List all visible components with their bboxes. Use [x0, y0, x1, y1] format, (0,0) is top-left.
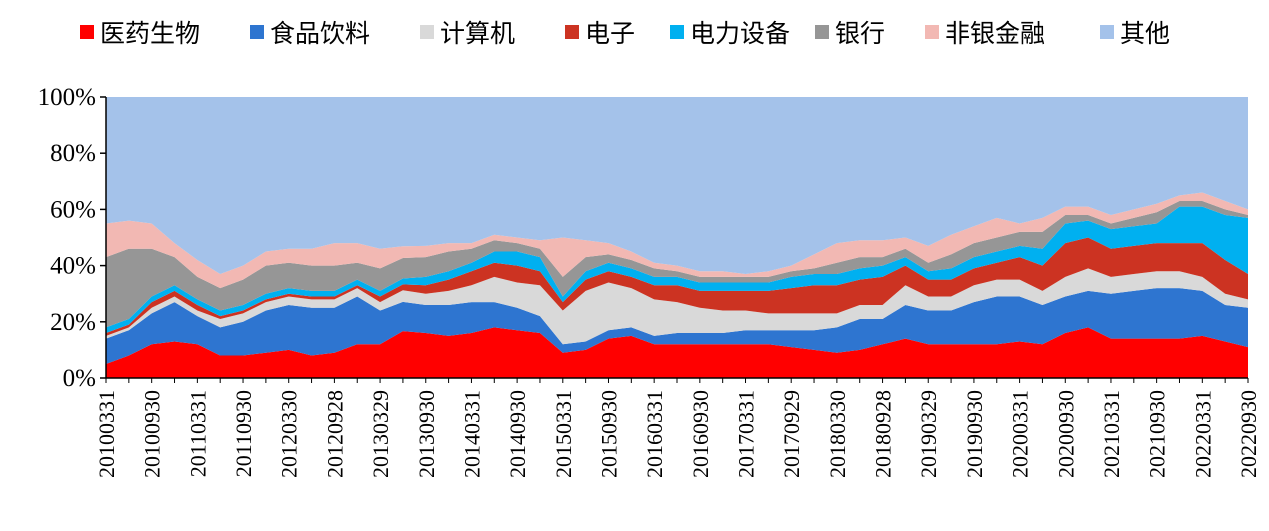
legend-swatch [670, 25, 684, 39]
x-tick-label: 20210331 [1099, 390, 1124, 478]
x-tick-label: 20180330 [825, 390, 850, 478]
y-tick-label: 60% [50, 196, 96, 223]
x-tick-label: 20220331 [1190, 390, 1215, 478]
x-tick-label: 20210930 [1145, 390, 1170, 478]
x-tick-label: 20140930 [505, 390, 530, 478]
x-tick-label: 20200331 [1008, 390, 1033, 478]
x-tick-label: 20120330 [277, 390, 302, 478]
legend-swatch [565, 25, 579, 39]
legend-swatch [80, 25, 94, 39]
stacked-areas [106, 97, 1248, 378]
y-tick-label: 0% [63, 365, 96, 392]
x-tick-label: 20150930 [596, 390, 621, 478]
x-tick-label: 20200930 [1053, 390, 1078, 478]
y-tick-label: 40% [50, 253, 96, 280]
x-axis-ticks: 20100331 20100930 20110331 20110930 20120330… [94, 378, 1261, 478]
legend-label: 其他 [1120, 19, 1170, 48]
x-tick-label: 20100930 [140, 390, 165, 478]
legend-swatch [420, 25, 434, 39]
x-tick-label: 20180928 [871, 390, 896, 478]
legend-label: 银行 [835, 19, 885, 48]
x-tick-label: 20170331 [734, 390, 759, 478]
legend-label: 计算机 [440, 19, 515, 48]
area-series-0 [106, 327, 1248, 378]
y-tick-label: 20% [50, 309, 96, 336]
x-tick-label: 20150331 [551, 390, 576, 478]
legend-swatch [815, 25, 829, 39]
y-tick-label: 100% [38, 84, 96, 111]
area-series-6 [106, 192, 1248, 289]
area-series-7 [106, 97, 1248, 275]
x-tick-label: 20140331 [459, 390, 484, 478]
area-series-1 [106, 288, 1248, 364]
x-tick-label: 20110930 [231, 390, 256, 477]
legend-swatch [925, 25, 939, 39]
x-tick-label: 20160930 [688, 390, 713, 478]
x-tick-label: 20220930 [1236, 390, 1261, 478]
legend-label: 电力设备 [690, 19, 790, 48]
legend: 医药生物 食品饮料 计算机 电子 电力设备 银行 非银金融 其他 [80, 19, 1170, 48]
x-tick-label: 20130329 [368, 390, 393, 478]
legend-swatch [250, 25, 264, 39]
x-tick-label: 20190930 [962, 390, 987, 478]
area-series-3 [106, 237, 1248, 336]
x-tick-label: 20100331 [94, 390, 119, 478]
y-tick-label: 80% [50, 140, 96, 167]
x-tick-label: 20110331 [185, 390, 210, 477]
legend-label: 食品饮料 [270, 19, 370, 48]
legend-label: 医药生物 [100, 19, 200, 48]
legend-label: 非银金融 [945, 19, 1045, 48]
x-tick-label: 20170929 [779, 390, 804, 478]
x-tick-label: 20160331 [642, 390, 667, 478]
legend-label: 电子 [585, 19, 635, 48]
legend-swatch [1100, 25, 1114, 39]
y-axis-ticks: 0% 20% 40% 60% 80% 100% [38, 84, 106, 392]
area-series-2 [106, 268, 1248, 345]
x-tick-label: 20190329 [916, 390, 941, 478]
x-tick-label: 20130930 [414, 390, 439, 478]
x-tick-label: 20120928 [322, 390, 347, 478]
